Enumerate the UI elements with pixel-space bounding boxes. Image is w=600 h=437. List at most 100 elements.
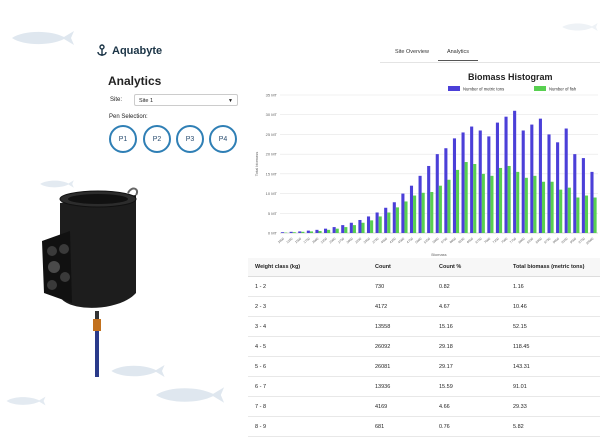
table-cell: 13936 — [371, 377, 435, 397]
brand-name: Aquabyte — [112, 45, 162, 57]
bar-metric-tons — [573, 154, 576, 233]
x-tick-label: 7250 — [492, 237, 500, 245]
table-cell: 6 - 7 — [248, 377, 371, 397]
column-header-total-biomass: Total biomass (metric tons) — [509, 258, 600, 277]
bar-metric-tons — [487, 136, 490, 233]
x-tick-label: 3000 — [346, 237, 354, 245]
x-tick-label: 8250 — [526, 237, 534, 245]
bar-fish-count — [508, 166, 511, 233]
bar-fish-count — [310, 231, 313, 233]
bar-fish-count — [344, 227, 347, 233]
table-cell: 2 - 3 — [248, 297, 371, 317]
table-cell: 3 - 4 — [248, 317, 371, 337]
fish-icon — [4, 394, 48, 408]
bar-fish-count — [293, 232, 296, 233]
y-tick-label: 5 MT — [268, 211, 278, 216]
bar-fish-count — [447, 180, 450, 233]
table-cell: 26081 — [371, 357, 435, 377]
bar-fish-count — [551, 182, 554, 233]
table-cell: 1 - 2 — [248, 277, 371, 297]
x-axis-label: Biomass — [431, 252, 446, 257]
bar-fish-count — [490, 176, 493, 233]
bar-fish-count — [516, 172, 519, 233]
pen-button-p1[interactable]: P1 — [109, 125, 137, 153]
bar-fish-count — [439, 186, 442, 233]
bar-fish-count — [533, 176, 536, 233]
bar-metric-tons — [530, 125, 533, 233]
table-cell: 7 - 8 — [248, 397, 371, 417]
x-tick-label: 5000 — [414, 237, 422, 245]
x-tick-label: 8000 — [518, 237, 526, 245]
x-tick-label: 2000 — [311, 237, 319, 245]
legend-swatch — [534, 86, 546, 91]
legend-label: Number of metric tons — [463, 87, 504, 92]
site-select[interactable]: Site 1 ▼ — [134, 94, 238, 106]
x-tick-label: 1500 — [294, 237, 302, 245]
bar-metric-tons — [410, 186, 413, 233]
bar-fish-count — [413, 196, 416, 233]
table-cell: 143.31 — [509, 357, 600, 377]
bar-metric-tons — [333, 227, 336, 233]
table-cell: 730 — [371, 277, 435, 297]
brand-logo[interactable]: Aquabyte — [96, 44, 162, 58]
bar-metric-tons — [504, 117, 507, 233]
bar-metric-tons — [367, 216, 370, 233]
x-tick-label: 1000 — [277, 237, 285, 245]
y-tick-label: 30 MT — [266, 112, 278, 117]
bar-metric-tons — [539, 119, 542, 233]
table-cell: 4172 — [371, 297, 435, 317]
x-tick-label: 3750 — [371, 237, 379, 245]
pen-button-p2[interactable]: P2 — [143, 125, 171, 153]
x-tick-label: 2250 — [320, 237, 328, 245]
pen-selection-label: Pen Selection: — [109, 114, 148, 120]
table-cell: 5.82 — [509, 417, 600, 437]
pen-button-p3[interactable]: P3 — [176, 125, 204, 153]
table-cell: 29.33 — [509, 397, 600, 417]
bar-fish-count — [379, 216, 382, 233]
bar-fish-count — [353, 225, 356, 233]
table-cell: 52.15 — [509, 317, 600, 337]
table-header-row: Weight class (kg) Count Count % Total bi… — [248, 258, 600, 277]
column-header-count-percent: Count % — [435, 258, 509, 277]
table-cell: 29.17 — [435, 357, 509, 377]
x-tick-label: 7500 — [500, 237, 508, 245]
bar-metric-tons — [281, 232, 284, 233]
tab-site-overview[interactable]: Site Overview — [386, 46, 438, 61]
x-tick-label: 4250 — [389, 237, 397, 245]
bar-metric-tons — [565, 129, 568, 233]
table-cell: 4 - 5 — [248, 337, 371, 357]
x-tick-label: 1750 — [303, 237, 311, 245]
bar-metric-tons — [401, 194, 404, 233]
pen-button-p4[interactable]: P4 — [209, 125, 237, 153]
x-tick-label: 3250 — [354, 237, 362, 245]
table-cell: 8 - 9 — [248, 417, 371, 437]
x-tick-label: 4500 — [397, 237, 405, 245]
site-select-value: Site 1 — [139, 98, 153, 104]
top-nav: Site Overview Analytics — [386, 46, 478, 61]
column-header-count: Count — [371, 258, 435, 277]
weight-class-table: Weight class (kg) Count Count % Total bi… — [248, 258, 600, 437]
bar-metric-tons — [496, 123, 499, 233]
bar-fish-count — [396, 207, 399, 233]
bar-fish-count — [559, 190, 562, 233]
y-tick-label: 25 MT — [266, 132, 278, 137]
tab-analytics[interactable]: Analytics — [438, 46, 478, 61]
bar-metric-tons — [522, 130, 525, 233]
table-cell: 4169 — [371, 397, 435, 417]
chevron-down-icon: ▼ — [228, 95, 233, 107]
bar-fish-count — [361, 223, 364, 233]
x-tick-label: 3500 — [363, 237, 371, 245]
bar-metric-tons — [436, 154, 439, 233]
bar-metric-tons — [341, 225, 344, 233]
bar-metric-tons — [453, 138, 456, 233]
bar-metric-tons — [479, 130, 482, 233]
table-cell: 91.01 — [509, 377, 600, 397]
table-cell: 0.76 — [435, 417, 509, 437]
fish-icon — [560, 20, 600, 34]
y-tick-label: 15 MT — [266, 171, 278, 176]
bar-metric-tons — [427, 166, 430, 233]
bar-metric-tons — [307, 231, 310, 233]
